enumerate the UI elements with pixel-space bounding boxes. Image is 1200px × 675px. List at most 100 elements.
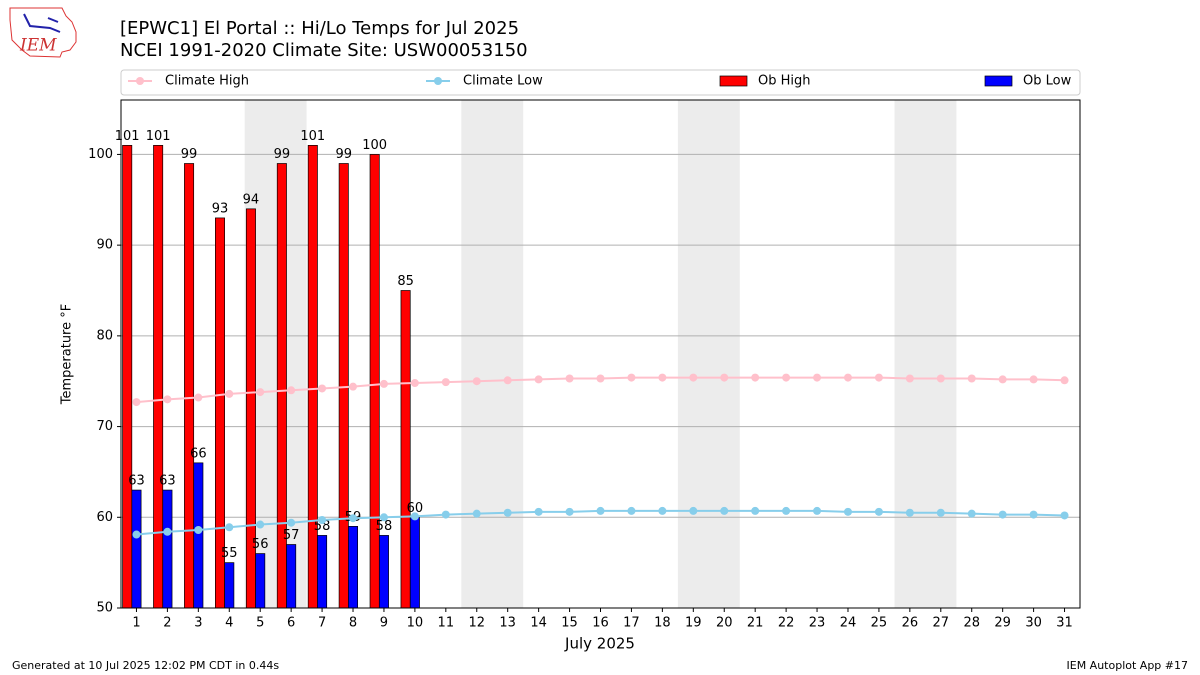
marker [349, 514, 358, 523]
marker [720, 506, 729, 515]
bar [307, 145, 318, 609]
bar [400, 290, 411, 609]
marker [441, 510, 450, 519]
bar [162, 489, 173, 609]
marker [256, 520, 265, 529]
marker [1029, 510, 1038, 519]
marker [256, 388, 265, 397]
legend-label: Ob High [758, 74, 811, 89]
marker [905, 508, 914, 517]
x-tick-label: 12 [468, 616, 485, 631]
marker [565, 507, 574, 516]
legend-label: Ob Low [1023, 74, 1072, 89]
marker [813, 506, 822, 515]
x-tick-label: 2 [163, 616, 171, 631]
footer-right: IEM Autoplot App #17 [1067, 659, 1189, 672]
x-tick-label: 7 [318, 616, 326, 631]
weekend-band [894, 100, 957, 608]
value-label: 99 [181, 147, 198, 162]
value-label: 66 [190, 446, 207, 461]
marker [1060, 376, 1069, 385]
x-tick-label: 10 [407, 616, 424, 631]
y-axis-label: Temperature °F [60, 304, 75, 405]
bar [255, 553, 266, 609]
x-tick-label: 14 [530, 616, 547, 631]
marker [132, 398, 141, 407]
bar [131, 489, 142, 609]
x-tick-label: 31 [1056, 616, 1073, 631]
x-tick-label: 29 [994, 616, 1011, 631]
marker [1029, 375, 1038, 384]
x-tick-label: 19 [685, 616, 702, 631]
marker [689, 373, 698, 382]
y-tick-label: 60 [96, 510, 113, 525]
marker [318, 516, 327, 525]
value-label: 101 [146, 129, 171, 144]
marker [379, 379, 388, 388]
x-tick-label: 1 [132, 616, 140, 631]
value-label: 93 [212, 201, 229, 216]
marker [565, 374, 574, 383]
marker [410, 512, 419, 521]
marker [813, 373, 822, 382]
weekend-band [677, 100, 740, 608]
legend-label: Climate High [165, 74, 249, 89]
bar [369, 154, 380, 609]
value-label: 55 [221, 546, 238, 561]
value-label: 99 [335, 147, 352, 162]
marker [627, 506, 636, 515]
marker [163, 395, 172, 404]
marker [410, 379, 419, 388]
marker [967, 509, 976, 518]
x-tick-label: 24 [840, 616, 857, 631]
x-tick-label: 21 [747, 616, 764, 631]
marker [751, 506, 760, 515]
marker [194, 393, 203, 402]
x-tick-label: 8 [349, 616, 357, 631]
value-label: 94 [243, 192, 260, 207]
x-tick-label: 16 [592, 616, 609, 631]
marker [751, 373, 760, 382]
legend-swatch [136, 77, 144, 85]
value-label: 57 [283, 528, 300, 543]
legend-label: Climate Low [463, 74, 543, 89]
marker [225, 389, 234, 398]
marker [287, 518, 296, 527]
marker [534, 507, 543, 516]
x-tick-label: 15 [561, 616, 578, 631]
marker [905, 374, 914, 383]
marker [132, 530, 141, 539]
marker [472, 377, 481, 386]
marker [967, 374, 976, 383]
legend-box [120, 69, 1081, 96]
marker [936, 508, 945, 517]
marker [472, 509, 481, 518]
marker [998, 510, 1007, 519]
marker [627, 373, 636, 382]
marker [163, 527, 172, 536]
x-tick-label: 5 [256, 616, 264, 631]
marker [318, 384, 327, 393]
x-axis-label: July 2025 [564, 635, 635, 653]
marker [349, 382, 358, 391]
marker [843, 507, 852, 516]
marker [503, 376, 512, 385]
marker [782, 506, 791, 515]
x-tick-label: 6 [287, 616, 295, 631]
bar [286, 544, 297, 609]
y-tick-label: 90 [96, 238, 113, 253]
bar [193, 462, 204, 609]
x-tick-label: 13 [499, 616, 516, 631]
marker [843, 373, 852, 382]
x-tick-label: 9 [380, 616, 388, 631]
value-label: 100 [362, 138, 387, 153]
value-label: 101 [300, 129, 325, 144]
x-tick-label: 23 [809, 616, 826, 631]
value-label: 63 [128, 474, 145, 489]
bar [122, 145, 133, 609]
value-label: 56 [252, 537, 269, 552]
x-tick-label: 4 [225, 616, 233, 631]
x-tick-label: 25 [871, 616, 888, 631]
logo-mark [23, 13, 61, 33]
